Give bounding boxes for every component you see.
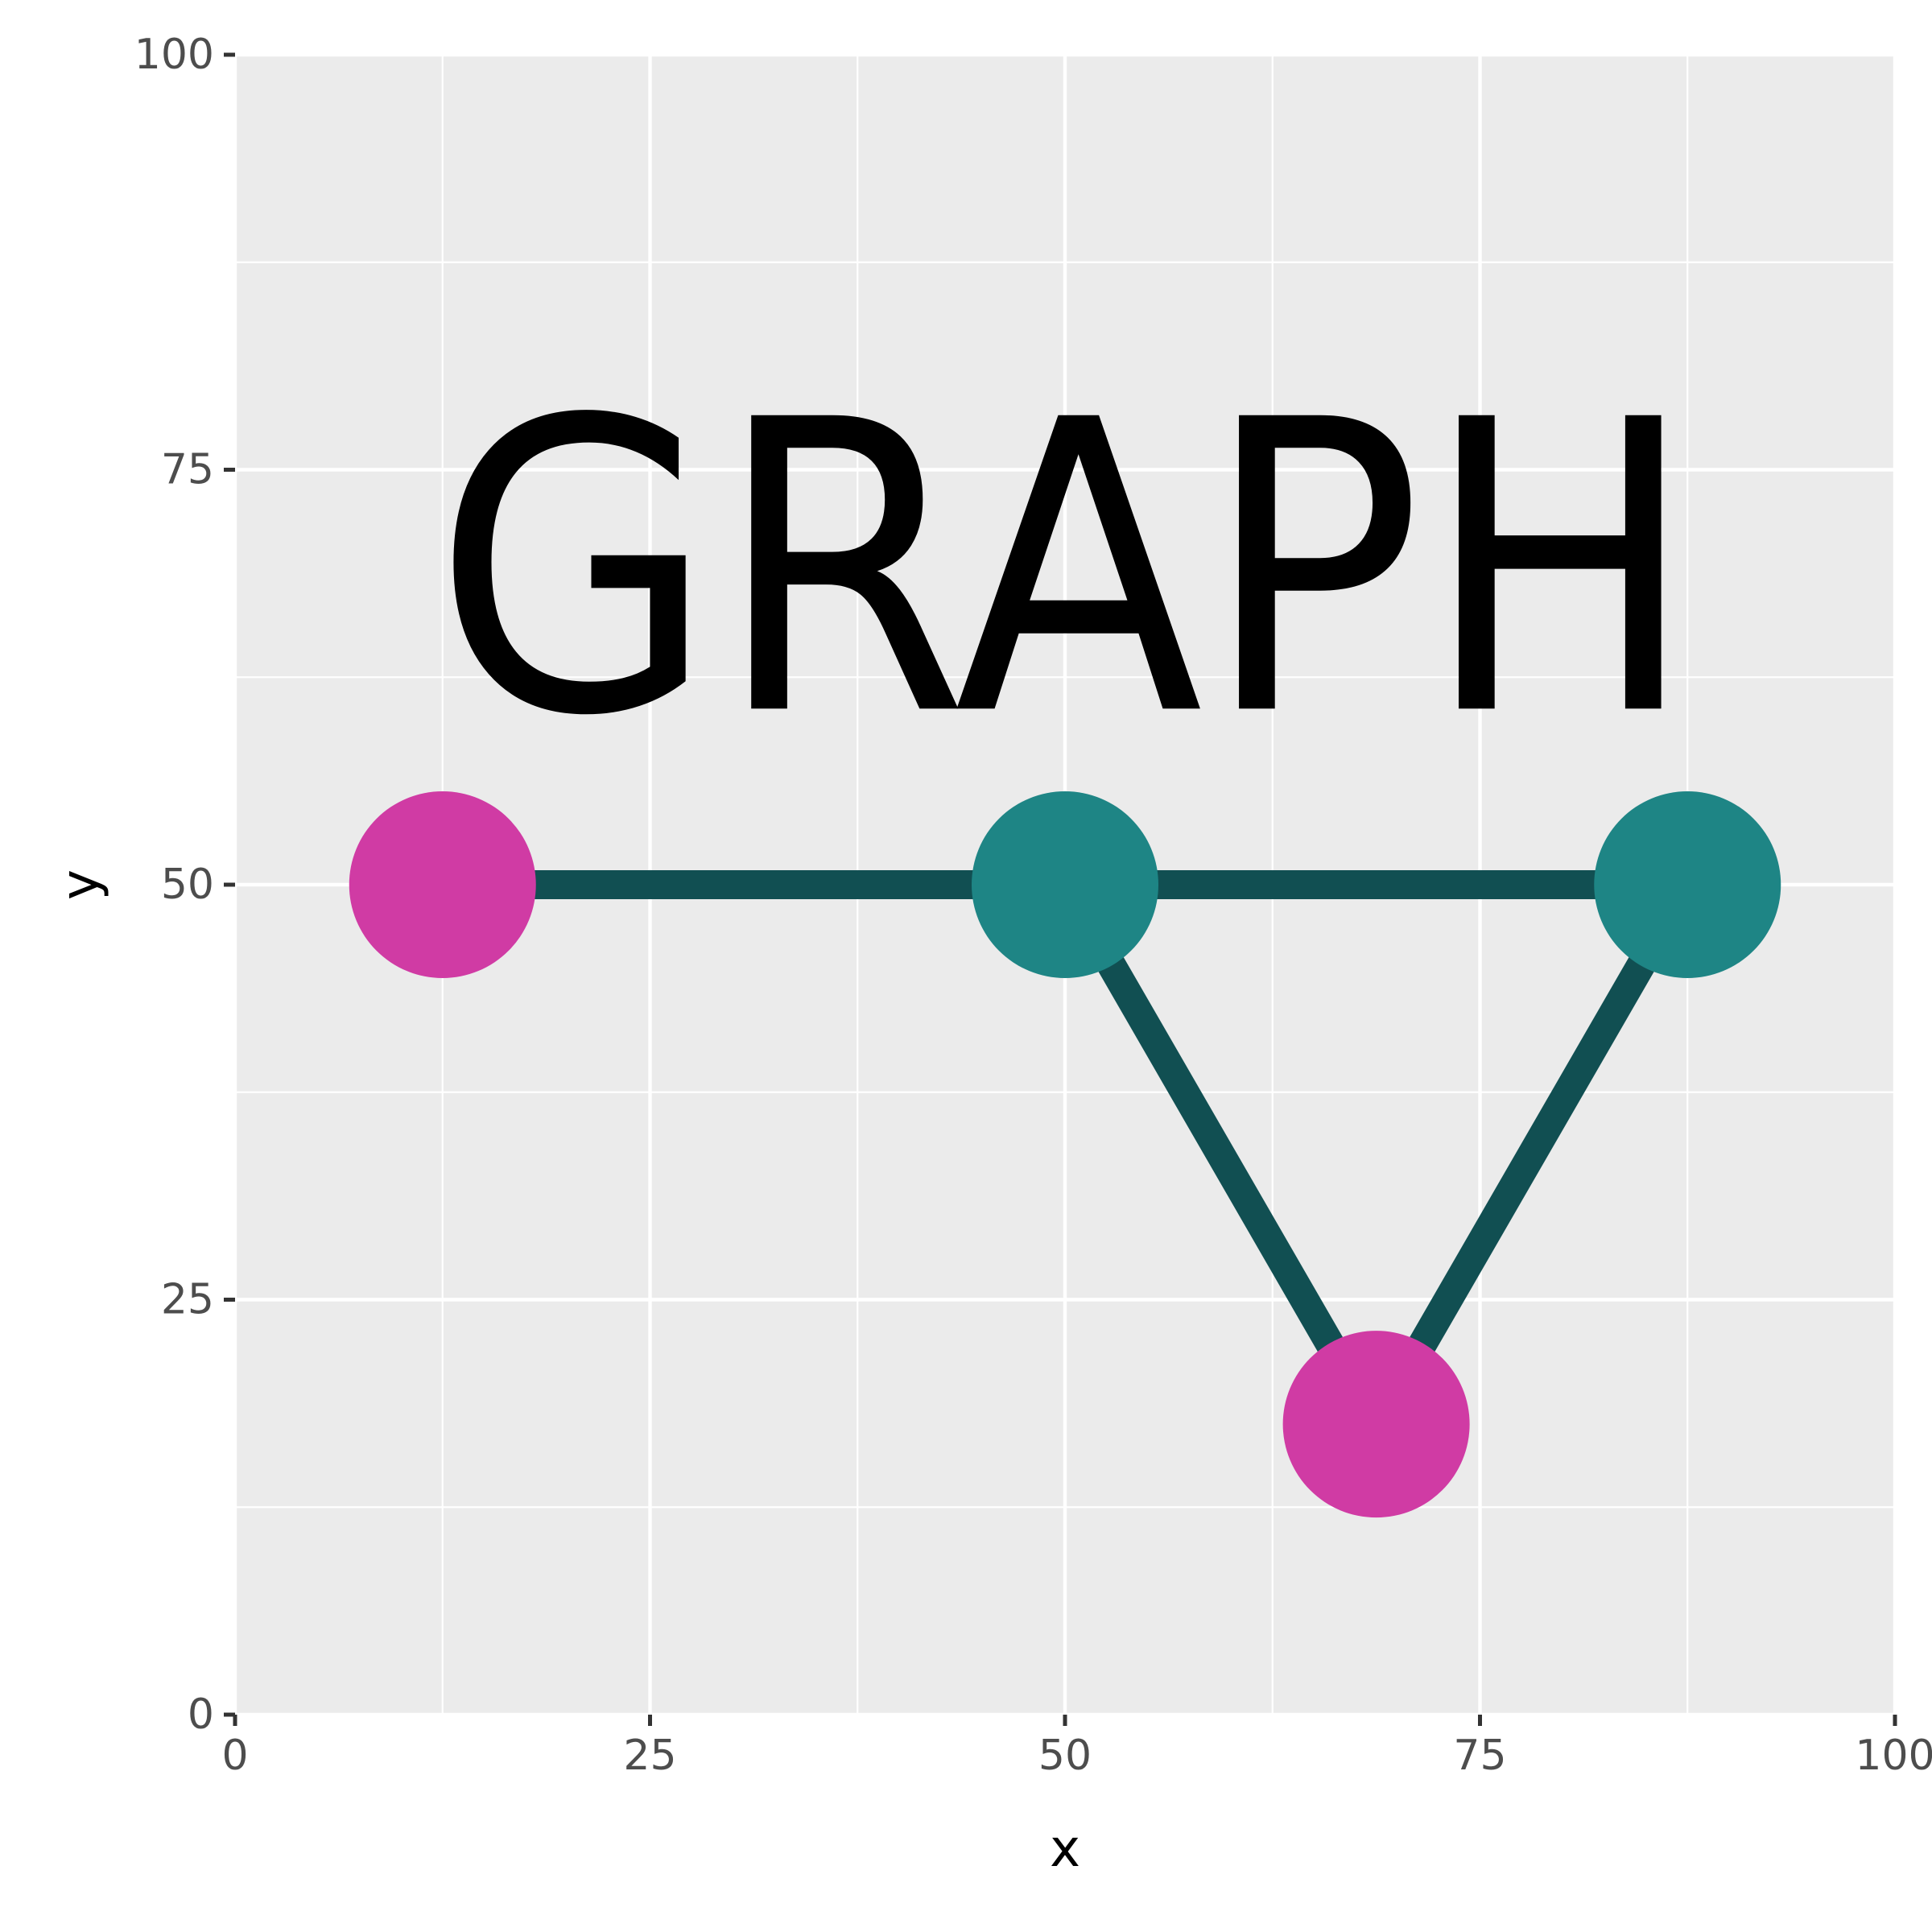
y-axis: 0 25 50 75 100	[134, 31, 235, 1739]
edges	[442, 870, 1700, 1432]
node-point	[1282, 1331, 1470, 1518]
y-tick-label: 100	[134, 31, 214, 79]
y-axis-title: y	[51, 869, 110, 900]
edge-line	[1364, 877, 1700, 1432]
x-axis-title: x	[1050, 1819, 1080, 1879]
x-tick-label: 75	[1453, 1732, 1506, 1780]
x-axis: 0 25 50 75 100	[221, 1715, 1932, 1780]
node-point	[349, 791, 536, 978]
y-tick-label: 50	[161, 861, 214, 909]
x-tick-label: 100	[1855, 1732, 1932, 1780]
nodes	[349, 791, 1781, 1518]
y-tick-label: 25	[161, 1276, 214, 1324]
y-tick-label: 75	[161, 446, 214, 494]
x-tick-label: 50	[1038, 1732, 1092, 1780]
node-point	[1594, 791, 1781, 978]
node-point	[972, 791, 1158, 978]
x-tick-label: 0	[221, 1732, 248, 1780]
graph-annotation: GRAPH	[433, 335, 1697, 803]
x-tick-label: 25	[623, 1732, 676, 1780]
y-tick-label: 0	[188, 1690, 214, 1739]
annotation-layer: GRAPH	[433, 335, 1697, 803]
edge-line	[1052, 877, 1389, 1432]
